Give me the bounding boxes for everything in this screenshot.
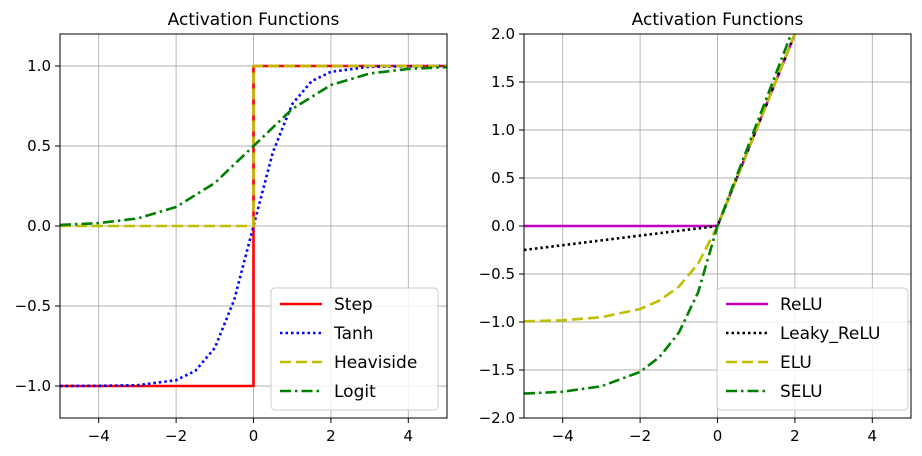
y-tick-label: 0.5 [27, 137, 51, 155]
x-tick-label: −4 [552, 427, 574, 445]
y-tick-label: −0.5 [15, 297, 51, 315]
x-tick-label: −2 [165, 427, 187, 445]
legend-label: ELU [780, 353, 812, 373]
x-tick-label: −4 [88, 427, 110, 445]
x-tick-label: 0 [713, 427, 723, 445]
chart-panel-1: −4 −2 0 2 4 −1.0 −0.5 0.0 0.5 1.0 Activation Funct… [15, 10, 448, 445]
series-line-selu [524, 34, 793, 395]
series-line-elu [524, 34, 797, 323]
chart-panel-2: −4 −2 0 2 4 −2.0 −1.5 −1.0 −0.5 0.0 0.5 1.0 1.5 2.0 Ac… [479, 10, 912, 445]
legend-label: Step [334, 295, 373, 315]
x-tick-label: 4 [404, 427, 414, 445]
series-line-leaky-relu [524, 34, 797, 252]
legend-label: ReLU [780, 295, 823, 315]
x-tick-label: −2 [629, 427, 651, 445]
x-tick-label: 0 [249, 427, 259, 445]
y-tick-label: −0.5 [479, 265, 515, 283]
legend-box [716, 287, 909, 411]
y-tick-label: 2.0 [491, 25, 515, 43]
legend: ReLU Leaky_ReLU ELU SELU [716, 287, 909, 411]
x-tick-label: 4 [868, 427, 878, 445]
series-line-logit [60, 65, 447, 227]
y-tick-label: −1.0 [15, 377, 51, 395]
x-tick-label: 2 [326, 427, 336, 445]
y-tick-label: 1.0 [27, 57, 51, 75]
legend-label: Leaky_ReLU [780, 324, 880, 344]
legend: Step Tanh Heaviside Logit [270, 287, 439, 411]
chart-title: Activation Functions [632, 10, 804, 30]
y-tick-label: 0.5 [491, 169, 515, 187]
y-tick-label: 0.0 [491, 217, 515, 235]
y-tick-label: 0.0 [27, 217, 51, 235]
y-tick-label: −1.5 [479, 361, 515, 379]
legend-label: Heaviside [334, 353, 417, 373]
legend-label: Tanh [333, 324, 374, 344]
series-line-tanh [60, 64, 447, 388]
legend-label: Logit [334, 382, 376, 402]
x-tick-label: 2 [790, 427, 800, 445]
chart-title: Activation Functions [168, 10, 340, 30]
legend-box [270, 287, 439, 411]
y-tick-label: 1.5 [491, 73, 515, 91]
y-tick-label: 1.0 [491, 121, 515, 139]
y-tick-label: −1.0 [479, 313, 515, 331]
legend-label: SELU [780, 382, 823, 402]
y-tick-label: −2.0 [479, 409, 515, 427]
